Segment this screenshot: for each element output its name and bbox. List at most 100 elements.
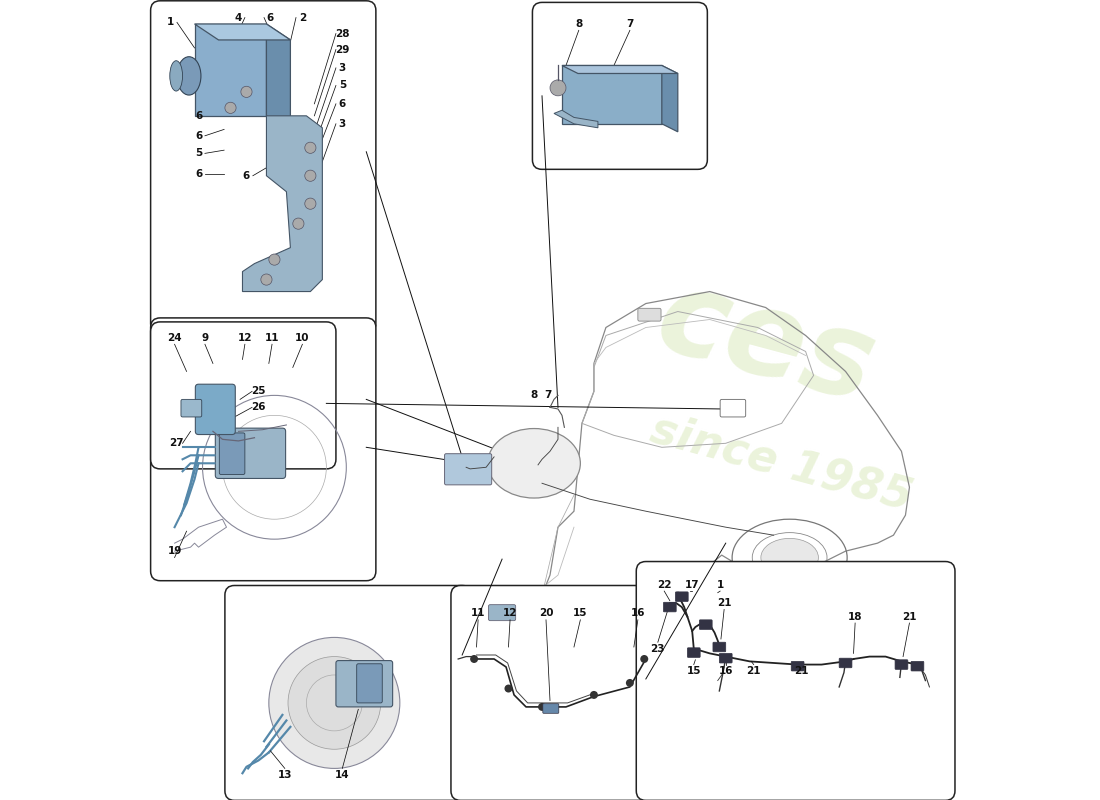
Text: 16: 16: [718, 666, 733, 676]
FancyBboxPatch shape: [219, 433, 245, 474]
Text: 6: 6: [195, 111, 202, 121]
FancyBboxPatch shape: [675, 592, 689, 602]
Text: ces: ces: [645, 259, 887, 427]
Text: 19: 19: [167, 546, 182, 556]
Text: 27: 27: [169, 438, 184, 448]
Text: 1: 1: [716, 580, 724, 590]
FancyBboxPatch shape: [216, 428, 286, 478]
Circle shape: [626, 679, 634, 687]
FancyBboxPatch shape: [532, 2, 707, 170]
FancyBboxPatch shape: [542, 704, 559, 714]
Circle shape: [590, 691, 598, 699]
Text: 2: 2: [299, 13, 306, 22]
Text: 26: 26: [251, 402, 266, 412]
Text: 4: 4: [234, 13, 242, 22]
FancyBboxPatch shape: [196, 384, 235, 434]
FancyBboxPatch shape: [356, 664, 383, 703]
FancyBboxPatch shape: [720, 399, 746, 417]
FancyBboxPatch shape: [636, 562, 955, 800]
Text: 24: 24: [167, 333, 182, 343]
Polygon shape: [266, 24, 290, 132]
Text: 3: 3: [339, 63, 345, 73]
Circle shape: [505, 685, 513, 693]
Text: 8: 8: [530, 390, 538, 400]
FancyBboxPatch shape: [182, 399, 201, 417]
FancyBboxPatch shape: [791, 662, 804, 671]
Text: 22: 22: [657, 580, 671, 590]
FancyBboxPatch shape: [451, 586, 668, 800]
Text: 21: 21: [747, 666, 761, 676]
Polygon shape: [554, 110, 598, 128]
Text: 8: 8: [575, 19, 582, 29]
FancyBboxPatch shape: [444, 454, 492, 485]
Text: 11: 11: [471, 609, 485, 618]
FancyBboxPatch shape: [151, 1, 376, 333]
FancyBboxPatch shape: [700, 620, 712, 630]
FancyBboxPatch shape: [663, 602, 676, 612]
Circle shape: [268, 638, 399, 769]
Text: 21: 21: [794, 666, 808, 676]
Circle shape: [305, 142, 316, 154]
FancyBboxPatch shape: [336, 661, 393, 707]
Text: 15: 15: [573, 609, 587, 618]
Text: 29: 29: [336, 45, 350, 54]
Polygon shape: [195, 24, 290, 40]
Text: 1: 1: [167, 18, 174, 27]
FancyBboxPatch shape: [688, 648, 701, 658]
Polygon shape: [562, 66, 678, 74]
Polygon shape: [242, 116, 322, 291]
Polygon shape: [195, 24, 266, 116]
Text: 15: 15: [686, 666, 701, 676]
FancyBboxPatch shape: [895, 660, 908, 670]
Circle shape: [241, 86, 252, 98]
Text: 21: 21: [902, 612, 916, 622]
Text: 12: 12: [503, 609, 517, 618]
Text: since 1985: since 1985: [646, 408, 917, 519]
Text: 20: 20: [539, 609, 553, 618]
FancyBboxPatch shape: [151, 322, 336, 469]
Text: 5: 5: [339, 81, 345, 90]
FancyBboxPatch shape: [911, 662, 924, 671]
Ellipse shape: [761, 538, 818, 577]
Circle shape: [224, 102, 236, 114]
Text: 25: 25: [251, 386, 266, 396]
Text: 9: 9: [201, 333, 209, 343]
Text: 11: 11: [265, 333, 279, 343]
Circle shape: [268, 254, 280, 265]
Polygon shape: [562, 66, 662, 124]
Circle shape: [538, 703, 546, 711]
Text: 23: 23: [650, 643, 666, 654]
FancyBboxPatch shape: [839, 658, 851, 668]
Text: 17: 17: [685, 580, 700, 590]
Circle shape: [261, 274, 272, 285]
FancyBboxPatch shape: [224, 586, 472, 800]
Text: 18: 18: [848, 612, 862, 622]
Text: 21: 21: [717, 598, 732, 608]
FancyBboxPatch shape: [151, 318, 376, 581]
Text: 6: 6: [339, 99, 345, 109]
Text: 16: 16: [630, 609, 645, 618]
Circle shape: [305, 170, 316, 182]
FancyBboxPatch shape: [713, 642, 726, 652]
Text: 6: 6: [195, 169, 202, 179]
Ellipse shape: [177, 57, 201, 95]
Text: 12: 12: [238, 333, 252, 343]
Text: 14: 14: [336, 770, 350, 780]
Circle shape: [640, 655, 648, 663]
Text: 5: 5: [195, 148, 202, 158]
Ellipse shape: [169, 61, 183, 91]
Text: 28: 28: [336, 29, 350, 38]
FancyBboxPatch shape: [638, 308, 661, 321]
Text: 6: 6: [243, 170, 250, 181]
FancyBboxPatch shape: [488, 605, 516, 621]
Text: 7: 7: [626, 19, 634, 29]
Circle shape: [550, 80, 566, 96]
FancyBboxPatch shape: [719, 654, 733, 663]
Text: 6: 6: [267, 13, 274, 22]
Polygon shape: [662, 66, 678, 132]
Ellipse shape: [476, 612, 520, 642]
Text: 10: 10: [295, 333, 309, 343]
Text: 7: 7: [543, 390, 551, 400]
Text: 13: 13: [277, 770, 293, 780]
Circle shape: [305, 198, 316, 210]
